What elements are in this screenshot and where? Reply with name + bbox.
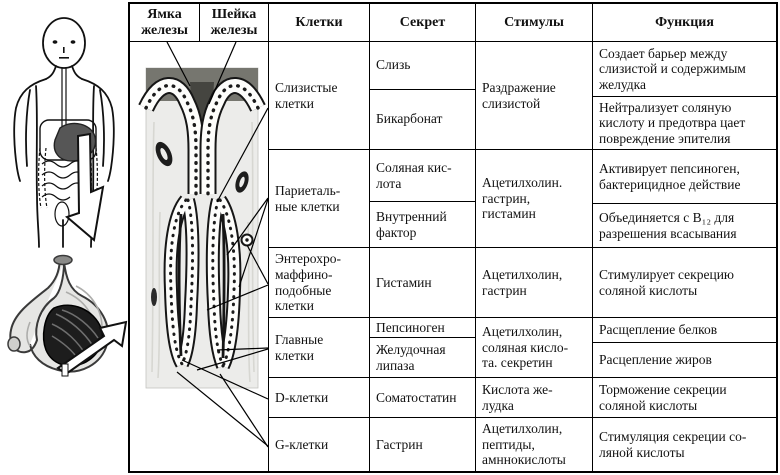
table-rows: Слизистые клетки Слизь Бикарбонат Раздра… xyxy=(269,42,776,471)
table-body: Слизистые клетки Слизь Бикарбонат Раздра… xyxy=(130,42,776,471)
stimulus-ecl: Ацетилхолин, гастрин xyxy=(476,248,593,317)
function-stimulate-hcl: Стимулирует секрецию соляной кислоты xyxy=(599,266,735,298)
leader-chief-2 xyxy=(196,348,268,371)
secret-col-d: Соматостатин xyxy=(370,378,476,417)
header-neck: Шейка железы xyxy=(200,4,269,41)
row-mucous-cells: Слизистые клетки Слизь Бикарбонат Раздра… xyxy=(269,42,776,150)
row-parietal-cells: Париеталь- ные клетки Соляная кис- лота … xyxy=(269,150,776,248)
cell-type-chief: Главные клетки xyxy=(269,318,370,377)
function-stimulate-hcl-secretion: Стимуляция секреции со- ляной кислоты xyxy=(599,428,747,460)
secret-gastrin: Гастрин xyxy=(376,436,423,452)
secret-col-mucous: Слизь Бикарбонат xyxy=(370,42,476,149)
function-fat-breakdown: Расцепление жиров xyxy=(599,351,712,367)
leader-g-cells-2 xyxy=(219,373,268,448)
function-barrier: Создает барьер между слизистой и содержи… xyxy=(593,42,776,98)
cell-type-parietal: Париеталь- ные клетки xyxy=(269,150,370,247)
secret-hcl: Соляная кис- лота xyxy=(370,150,475,203)
leader-chief-1 xyxy=(216,347,268,351)
header-cells: Клетки xyxy=(269,4,370,41)
face-features xyxy=(52,40,76,59)
down-arrow xyxy=(65,132,105,242)
secret-intrinsic-factor: Внутренний фактор xyxy=(376,209,447,240)
gland-tube-right xyxy=(205,195,242,370)
function-col-ecl: Стимулирует секрецию соляной кислоты xyxy=(593,248,776,317)
stimulus-parietal: Ацетилхолин. гастрин, гистамин xyxy=(476,150,593,247)
arrow-tail-notch xyxy=(61,363,69,377)
function-b12: Объединяется с В₁₂ для разрешения всасыв… xyxy=(599,210,737,241)
secret-histamine: Гистамин xyxy=(376,274,432,290)
leader-parietal-2 xyxy=(238,198,268,288)
row-chief-cells: Главные клетки Пепсиноген Желудочная лип… xyxy=(269,318,776,378)
cell-type-mucous: Слизистые клетки xyxy=(269,42,370,149)
header-secret: Секрет xyxy=(370,4,476,41)
function-col-g: Стимуляция секреции со- ляной кислоты xyxy=(593,418,776,471)
stimulus-g: Ацетилхолин, пептиды, амннокислоты xyxy=(476,418,593,471)
secret-gastric-lipase: Желудочная липаза xyxy=(376,341,446,373)
secret-col-chief: Пепсиноген Желудочная липаза xyxy=(370,318,476,377)
gastric-gland-illustration xyxy=(138,42,268,448)
tissue-organelles xyxy=(151,141,254,306)
secret-col-parietal: Соляная кис- лота Внутренний фактор xyxy=(370,150,476,247)
row-g-cells: G-клетки Гастрин Ацетилхолин, пептиды, а… xyxy=(269,418,776,471)
gland-cells-table: Ямка железы Шейка железы Клетки Секрет С… xyxy=(128,2,778,473)
stimulus-mucous: Раздражение слизистой xyxy=(476,42,593,149)
header-pit: Ямка железы xyxy=(130,4,200,41)
secret-somatostatin: Соматостатин xyxy=(376,389,457,405)
row-d-cells: D-клетки Соматостатин Кислота же- лудка … xyxy=(269,378,776,418)
stomach-figure xyxy=(0,252,130,412)
stomach-cutaway-illustration xyxy=(7,254,128,377)
row-ecl-cells: Энтерохро- маффино- подобные клетки Гист… xyxy=(269,248,776,318)
secret-mucus: Слизь xyxy=(370,42,475,90)
right-arrow xyxy=(56,320,128,376)
cell-type-g: G-клетки xyxy=(269,418,370,471)
epithelium-left xyxy=(138,77,205,196)
function-col-chief: Расщепление белков Расцепление жиров xyxy=(593,318,776,377)
secret-pepsinogen: Пепсиноген xyxy=(370,318,475,338)
leader-parietal-1 xyxy=(226,197,268,256)
stimulus-d: Кислота же- лудка xyxy=(476,378,593,417)
secret-col-ecl: Гистамин xyxy=(370,248,476,317)
leader-neck-label xyxy=(208,42,237,105)
leader-mucous-cells xyxy=(216,107,268,203)
function-inhibit-hcl: Торможение секреции соляной кислоты xyxy=(599,381,727,413)
leader-ecl-1 xyxy=(246,244,268,285)
leader-g-cells-1 xyxy=(176,371,268,447)
leader-d-cells xyxy=(181,359,268,400)
function-col-parietal: Активирует пепсиноген, бактерицидное дей… xyxy=(593,150,776,247)
function-pepsinogen-activation: Активирует пепсиноген, бактерицидное дей… xyxy=(593,150,776,205)
esophagus-opening xyxy=(53,254,73,266)
function-col-mucous: Создает барьер между слизистой и содержи… xyxy=(593,42,776,149)
gland-illustration-cell xyxy=(130,42,269,471)
cell-type-ecl: Энтерохро- маффино- подобные клетки xyxy=(269,248,370,317)
function-col-d: Торможение секреции соляной кислоты xyxy=(593,378,776,417)
epithelium-right xyxy=(199,77,266,196)
gland-tube-left xyxy=(163,195,200,368)
header-function: Функция xyxy=(655,14,714,30)
human-torso-figure xyxy=(6,16,124,248)
pylorus xyxy=(7,336,21,352)
esophagus-lines xyxy=(61,68,67,132)
leader-ecl-2 xyxy=(206,284,268,311)
cell-type-d: D-клетки xyxy=(269,378,370,417)
leader-pit-label xyxy=(166,42,191,87)
table-header-row: Ямка железы Шейка железы Клетки Секрет С… xyxy=(130,4,776,42)
secret-bicarbonate: Бикарбонат xyxy=(376,111,443,127)
stimulus-chief: Ацетилхолин, соляная кисло- та. секретин xyxy=(476,318,593,377)
leader-lines xyxy=(166,42,268,448)
secret-col-g: Гастрин xyxy=(370,418,476,471)
header-stimuli: Стимулы xyxy=(476,4,593,41)
function-protein-breakdown: Расщепление белков xyxy=(593,318,776,343)
function-neutralize: Нейтрализует соляную кислоту и предотвра… xyxy=(599,99,746,147)
human-torso-illustration xyxy=(13,17,115,248)
